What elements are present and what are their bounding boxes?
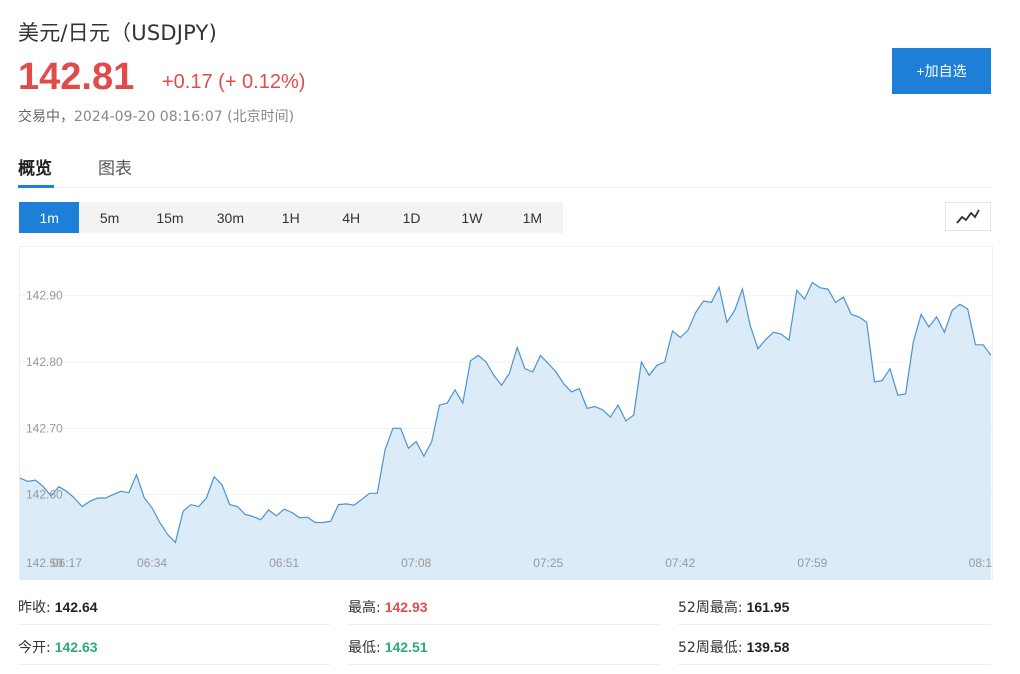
- price-change: +0.17 (+ 0.12%): [162, 71, 306, 93]
- y-tick-label: 142.70: [26, 421, 63, 435]
- x-tick-label: 06:51: [269, 556, 299, 570]
- y-tick-label: 142.60: [26, 488, 63, 502]
- main-tabs: 概览 图表: [18, 150, 991, 188]
- period-15m[interactable]: 15m: [156, 209, 184, 226]
- stat-open: 今开: 142.63: [18, 630, 330, 665]
- chart-type-button[interactable]: [945, 202, 991, 231]
- stat-label: 今开:: [18, 640, 51, 656]
- period-4h[interactable]: 4H: [342, 209, 361, 226]
- x-tick-label: 07:25: [533, 556, 563, 570]
- stat-label: 最高:: [348, 600, 381, 616]
- x-tick-label: 08:1: [969, 556, 993, 570]
- stat-value: 142.51: [384, 639, 428, 655]
- stat-52w-high: 52周最高: 161.95: [678, 590, 991, 625]
- stat-high: 最高: 142.93: [348, 590, 660, 625]
- status-timestamp: 2024-09-20 08:16:07 (北京时间): [74, 109, 295, 125]
- stat-prev-close: 昨收: 142.64: [18, 590, 330, 625]
- x-tick-label: 06:17: [52, 556, 82, 570]
- y-tick-label: 142.50: [26, 556, 63, 570]
- x-tick-label: 06:34: [137, 556, 167, 570]
- trading-status: 交易中，2024-09-20 08:16:07 (北京时间): [18, 106, 294, 126]
- period-1d[interactable]: 1D: [402, 209, 421, 226]
- stat-low: 最低: 142.51: [348, 630, 660, 665]
- stat-value: 139.58: [746, 639, 790, 655]
- stat-label: 最低:: [348, 640, 381, 656]
- period-1w[interactable]: 1W: [461, 209, 483, 226]
- x-tick-label: 07:42: [665, 556, 695, 570]
- tab-overview[interactable]: 概览: [18, 159, 52, 179]
- stat-label: 52周最高:: [678, 600, 743, 616]
- period-1mo[interactable]: 1M: [522, 209, 543, 226]
- x-tick-label: 07:59: [797, 556, 827, 570]
- x-tick-label: 07:08: [401, 556, 431, 570]
- period-1m[interactable]: 1m: [19, 202, 80, 233]
- tab-chart[interactable]: 图表: [98, 159, 132, 179]
- y-tick-label: 142.90: [26, 289, 63, 303]
- period-5m[interactable]: 5m: [99, 209, 120, 226]
- active-tab-indicator: [18, 185, 54, 188]
- add-to-watchlist-button[interactable]: +加自选: [892, 48, 991, 94]
- line-chart-icon: [956, 209, 980, 224]
- period-1h[interactable]: 1H: [281, 209, 300, 226]
- stat-52w-low: 52周最低: 139.58: [678, 630, 991, 665]
- stat-label: 昨收:: [18, 600, 51, 616]
- instrument-title: 美元/日元（USDJPY): [18, 21, 217, 45]
- period-30m[interactable]: 30m: [216, 209, 244, 226]
- price-line: [19, 281, 992, 544]
- y-tick-label: 142.80: [26, 355, 63, 369]
- current-price: 142.81: [18, 56, 135, 98]
- stat-value: 161.95: [746, 599, 790, 615]
- stat-value: 142.63: [54, 639, 98, 655]
- stat-value: 142.93: [384, 599, 428, 615]
- price-area: [20, 282, 991, 580]
- status-text: 交易中，: [18, 109, 74, 125]
- period-selector: 1m 5m 15m 30m 1H 4H 1D 1W 1M: [19, 202, 563, 233]
- stat-label: 52周最低:: [678, 640, 743, 656]
- stat-value: 142.64: [54, 599, 98, 615]
